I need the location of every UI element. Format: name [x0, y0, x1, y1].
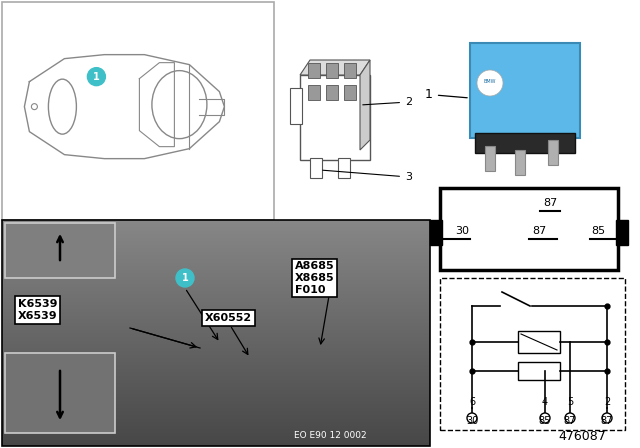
Bar	[518, 362, 560, 380]
Bar	[310, 158, 322, 178]
Text: 30: 30	[455, 226, 469, 236]
Bar	[430, 220, 442, 245]
Bar	[338, 158, 350, 178]
Bar	[300, 75, 370, 160]
Circle shape	[477, 70, 503, 96]
Text: EO E90 12 0002: EO E90 12 0002	[294, 431, 366, 440]
Text: 87: 87	[601, 416, 613, 426]
Text: 30: 30	[466, 416, 478, 426]
Bar	[515, 150, 525, 175]
Text: 87: 87	[532, 226, 546, 236]
Text: 85: 85	[591, 226, 605, 236]
Bar	[475, 133, 575, 153]
Text: 1: 1	[182, 273, 188, 283]
Circle shape	[31, 103, 37, 110]
Bar	[2, 2, 274, 220]
Circle shape	[176, 269, 194, 287]
Circle shape	[540, 413, 550, 423]
Text: 1: 1	[425, 88, 467, 101]
Bar	[326, 63, 338, 78]
Bar	[344, 63, 356, 78]
Text: 85: 85	[539, 416, 551, 426]
Text: A8685
X8685
F010: A8685 X8685 F010	[295, 261, 335, 295]
Bar	[485, 146, 495, 171]
Bar	[308, 85, 320, 100]
Text: 1: 1	[93, 72, 100, 82]
Bar	[326, 85, 338, 100]
Text: 87: 87	[564, 416, 576, 426]
Text: 6: 6	[469, 397, 475, 407]
Bar	[470, 43, 580, 138]
Ellipse shape	[152, 71, 207, 138]
Bar	[440, 188, 618, 270]
Bar	[616, 220, 628, 245]
Polygon shape	[300, 60, 370, 75]
Ellipse shape	[49, 79, 76, 134]
Bar	[308, 63, 320, 78]
Circle shape	[467, 413, 477, 423]
Text: X60552: X60552	[205, 313, 252, 323]
Bar	[5, 353, 115, 433]
Text: 2: 2	[604, 397, 610, 407]
Text: 2: 2	[363, 97, 412, 107]
Text: K6539
X6539: K6539 X6539	[18, 299, 58, 321]
Bar	[2, 220, 430, 446]
Bar	[5, 223, 115, 278]
Bar	[440, 278, 625, 430]
Text: 4: 4	[542, 397, 548, 407]
Circle shape	[565, 413, 575, 423]
Bar	[548, 140, 558, 165]
Text: BMW: BMW	[484, 78, 496, 83]
Circle shape	[88, 68, 106, 86]
Bar	[518, 331, 560, 353]
Text: 87: 87	[543, 198, 557, 208]
Polygon shape	[360, 60, 370, 150]
Circle shape	[602, 413, 612, 423]
Text: 476087: 476087	[558, 430, 606, 443]
Bar	[290, 88, 302, 124]
Text: 5: 5	[567, 397, 573, 407]
Text: 3: 3	[323, 170, 412, 182]
Bar	[344, 85, 356, 100]
